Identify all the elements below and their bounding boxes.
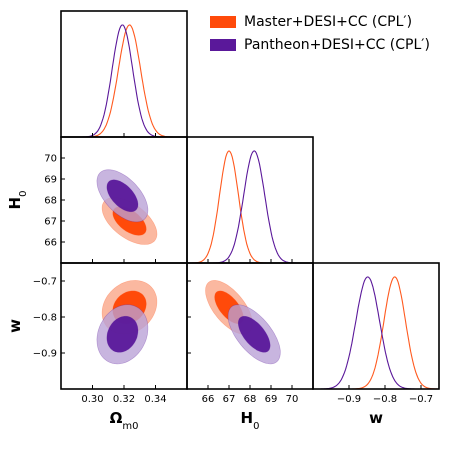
x-tick-label-h0: 69 [265,394,278,405]
x-tick-label-h0: 67 [223,394,236,405]
contour-inner-series-1 [106,179,139,213]
contour-inner-series-1 [237,315,271,353]
legend-label-pantheon: Pantheon+DESI+CC (CPL′) [244,36,430,53]
x-tick-label-om: 0.30 [81,394,103,405]
x-tick-label-w: −0.7 [409,394,433,405]
marginal-line-series-0 [61,24,187,137]
panel-frame-0-0 [60,10,188,138]
y-axis-label-w: w [6,319,24,333]
y-tick-label-h0: 69 [44,175,57,186]
x-tick-label-om: 0.32 [113,394,135,405]
marginal-line-series-0 [313,276,439,389]
x-axis-label-w: w [369,409,383,427]
legend-item-master: Master+DESI+CC (CPL′) [210,10,430,33]
y-tick-label-h0: 68 [44,196,57,207]
y-tick-label-h0: 66 [44,238,57,249]
contour-panel-om-h0 [96,169,158,245]
legend-item-pantheon: Pantheon+DESI+CC (CPL′) [210,33,430,56]
legend-swatch-pantheon [210,38,236,51]
x-tick-label-h0: 70 [286,394,299,405]
panel-frame-1-1 [186,136,314,264]
y-tick-label-h0: 67 [44,217,57,228]
marginal-panel-om [61,24,187,137]
marginal-panel-w [313,276,439,389]
contour-panel-om-w [96,280,158,365]
marginal-panel-h0 [187,150,313,263]
marginal-line-series-1 [313,276,439,389]
x-tick-label-w: −0.9 [337,394,361,405]
panel-frame-2-2 [312,262,440,390]
y-tick-label-h0: 70 [44,154,57,165]
y-tick-label-w: −0.9 [33,349,57,360]
contour-inner-series-1 [106,315,139,353]
legend: Master+DESI+CC (CPL′) Pantheon+DESI+CC (… [210,10,430,56]
x-axis-label-om: Ωm0 [110,409,139,432]
contour-panel-h0-w [205,280,281,365]
y-tick-label-w: −0.7 [33,277,57,288]
x-tick-label-h0: 68 [244,394,257,405]
marginal-line-series-1 [61,24,187,137]
marginal-line-series-0 [187,150,313,263]
marginal-line-series-1 [187,150,313,263]
y-axis-label-h0: H0 [6,191,29,210]
legend-label-master: Master+DESI+CC (CPL′) [244,13,413,30]
legend-swatch-master [210,15,236,28]
x-tick-label-h0: 66 [202,394,215,405]
x-axis-label-h0: H0 [241,409,260,432]
x-tick-label-w: −0.8 [373,394,397,405]
y-tick-label-w: −0.8 [33,313,57,324]
x-tick-label-om: 0.34 [144,394,166,405]
